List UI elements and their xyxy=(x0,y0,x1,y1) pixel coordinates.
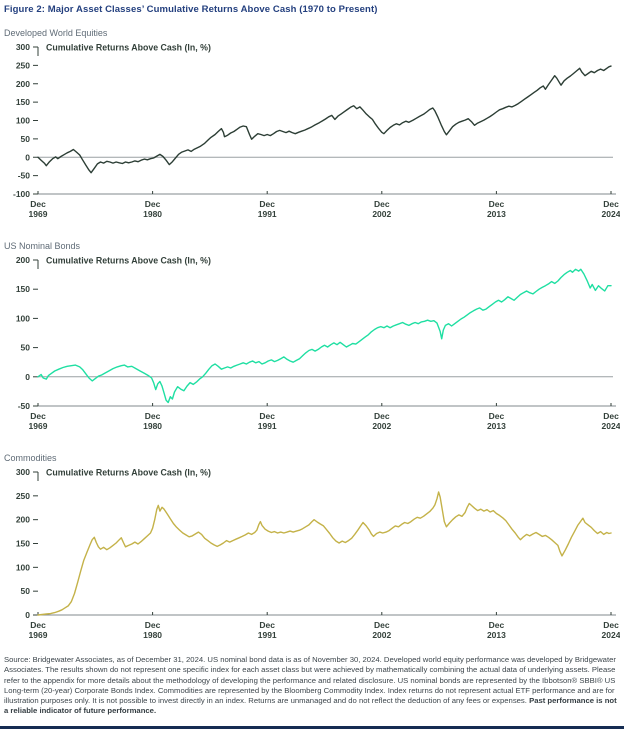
y-tick-label: 200 xyxy=(16,79,30,89)
x-tick-label: 2013 xyxy=(487,421,506,431)
source-disclaimer-bold: Past performance is not a reliable indic… xyxy=(4,696,617,716)
x-tick-label: 1980 xyxy=(143,209,162,219)
y-tick-label: 100 xyxy=(16,313,30,323)
x-tick-label: 1991 xyxy=(258,630,277,640)
chart-ylabel: Cumulative Returns Above Cash (ln, %) xyxy=(46,468,211,478)
x-tick-label: Dec xyxy=(374,620,390,630)
x-tick-label: Dec xyxy=(374,199,390,209)
chart-subtitle-equities: Developed World Equities xyxy=(4,28,108,38)
x-tick-label: 2002 xyxy=(372,421,391,431)
chart-svg: 200 150 100 50 0 -50 Cumulative Returns Above … xyxy=(16,255,620,431)
x-tick-label: 1991 xyxy=(258,209,277,219)
y-tick-label: 250 xyxy=(16,491,30,501)
x-tick-label: Dec xyxy=(30,620,46,630)
x-tick-label: 2002 xyxy=(372,630,391,640)
y-tick-label: -100 xyxy=(13,189,30,199)
x-tick-label: Dec xyxy=(603,199,619,209)
x-tick-label: 2024 xyxy=(602,209,620,219)
chart-ylabel: Cumulative Returns Above Cash (ln, %) xyxy=(46,43,211,53)
figure-title: Figure 2: Major Asset Classes’ Cumulativ… xyxy=(4,4,378,15)
y-tick-label: 250 xyxy=(16,60,30,70)
x-tick-label: Dec xyxy=(259,620,275,630)
series-line xyxy=(37,268,612,404)
chart-ylabel: Cumulative Returns Above Cash (ln, %) xyxy=(46,256,211,266)
y-tick-label: 100 xyxy=(16,562,30,572)
chart-svg: 300 250 200 150 100 50 0 -50 -100 Cumulative Retu… xyxy=(13,42,620,219)
y-tick-label: -50 xyxy=(18,171,31,181)
y-tick-label: 300 xyxy=(16,42,30,52)
y-tick-label: 150 xyxy=(16,97,30,107)
y-tick-label: 0 xyxy=(25,610,30,620)
source-note: Source: Bridgewater Associates, as of De… xyxy=(4,655,618,717)
chart-subtitle-bonds: US Nominal Bonds xyxy=(4,241,81,251)
chart-svg: 300 250 200 150 100 50 0 Cumulative Returns Abo… xyxy=(16,467,620,640)
x-tick-label: 1969 xyxy=(29,630,48,640)
y-tick-label: 0 xyxy=(25,152,30,162)
y-tick-label: 150 xyxy=(16,284,30,294)
x-tick-label: 1969 xyxy=(29,209,48,219)
x-tick-label: Dec xyxy=(259,411,275,421)
commodities-chart: 300 250 200 150 100 50 0 Cumulative Returns Abo… xyxy=(4,466,620,649)
y-tick-label: 50 xyxy=(21,134,31,144)
equities-chart: 300 250 200 150 100 50 0 -50 -100 Cumulative Retu… xyxy=(4,41,620,228)
x-tick-label: Dec xyxy=(145,199,161,209)
y-tick-label: 100 xyxy=(16,116,30,126)
x-tick-label: 1980 xyxy=(143,630,162,640)
x-tick-label: Dec xyxy=(489,620,505,630)
bottom-divider xyxy=(0,726,624,729)
x-tick-label: 1969 xyxy=(29,421,48,431)
bonds-chart: 200 150 100 50 0 -50 Cumulative Returns Above … xyxy=(4,254,620,440)
x-tick-label: Dec xyxy=(145,620,161,630)
x-tick-label: Dec xyxy=(145,411,161,421)
x-tick-label: 1980 xyxy=(143,421,162,431)
y-tick-label: -50 xyxy=(18,401,31,411)
y-tick-label: 300 xyxy=(16,467,30,477)
x-tick-label: Dec xyxy=(489,199,505,209)
x-tick-label: Dec xyxy=(489,411,505,421)
x-tick-label: 1991 xyxy=(258,421,277,431)
series-line xyxy=(37,65,612,174)
x-tick-label: 2024 xyxy=(602,421,620,431)
x-tick-label: Dec xyxy=(259,199,275,209)
x-tick-label: 2013 xyxy=(487,630,506,640)
y-tick-label: 50 xyxy=(21,586,31,596)
x-tick-label: Dec xyxy=(603,620,619,630)
y-tick-label: 200 xyxy=(16,255,30,265)
y-tick-label: 200 xyxy=(16,515,30,525)
x-tick-label: Dec xyxy=(30,199,46,209)
x-tick-label: Dec xyxy=(603,411,619,421)
chart-subtitle-commodities: Commodities xyxy=(4,453,57,463)
x-tick-label: 2024 xyxy=(602,630,620,640)
x-tick-label: Dec xyxy=(374,411,390,421)
x-tick-label: 2002 xyxy=(372,209,391,219)
x-tick-label: Dec xyxy=(30,411,46,421)
y-tick-label: 150 xyxy=(16,539,30,549)
series-line xyxy=(37,491,612,616)
source-text: Source: Bridgewater Associates, as of De… xyxy=(4,655,616,706)
y-tick-label: 0 xyxy=(25,372,30,382)
y-tick-label: 50 xyxy=(21,343,31,353)
x-tick-label: 2013 xyxy=(487,209,506,219)
